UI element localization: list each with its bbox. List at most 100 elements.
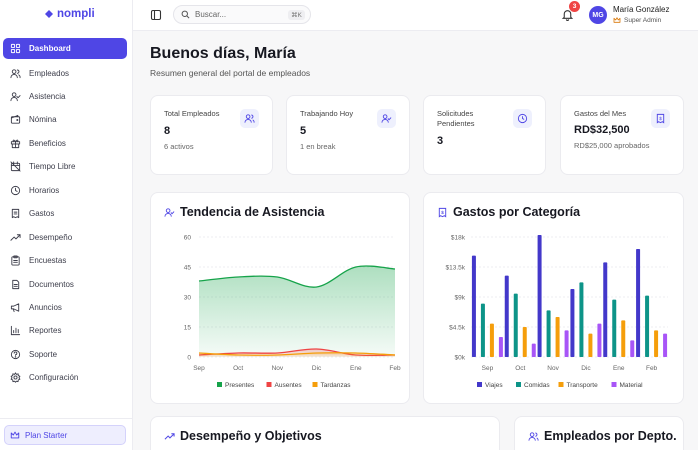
stat-card-pending-requests[interactable]: Solicitudes Pendientes 3 xyxy=(423,95,546,175)
sidebar-item-gastos[interactable]: Gastos xyxy=(3,202,127,225)
department-card: Empleados por Depto. xyxy=(514,416,684,450)
stat-card-total-employees[interactable]: Total Empleados 8 6 activos xyxy=(150,95,273,175)
plan-label: Plan Starter xyxy=(25,430,68,440)
page-title: Buenos días, María xyxy=(150,45,296,62)
sidebar-divider xyxy=(0,418,133,419)
logo-icon xyxy=(45,10,53,18)
trending-up-icon xyxy=(164,432,175,440)
sidebar-item-anuncios[interactable]: Anuncios xyxy=(3,296,127,319)
notification-badge: 3 xyxy=(569,1,580,12)
bar-transporte xyxy=(588,333,593,357)
plan-starter-button[interactable]: Plan Starter xyxy=(4,425,126,445)
sidebar-item-label: Gastos xyxy=(29,209,55,219)
clipboard-icon xyxy=(11,255,20,266)
x-tick-label: Sep xyxy=(193,365,205,372)
bar-transporte xyxy=(522,327,527,357)
sidebar-item-label: Dashboard xyxy=(29,44,71,53)
sidebar-item-label: Soporte xyxy=(29,349,58,359)
legend-swatch xyxy=(611,382,617,387)
search-input[interactable] xyxy=(195,10,283,19)
stat-value: 5 xyxy=(300,125,307,137)
crown-icon xyxy=(613,17,621,23)
x-tick-label: Oct xyxy=(233,365,243,372)
gear-icon xyxy=(10,372,21,384)
bar-transporte xyxy=(489,323,494,357)
sidebar-item-configuracion[interactable]: Configuración xyxy=(3,366,127,389)
x-tick-label: Feb xyxy=(389,365,401,372)
stat-sub: RD$25,000 aprobados xyxy=(574,141,650,150)
user-name[interactable]: María González xyxy=(613,5,670,14)
performance-card-title: Desempeño y Objetivos xyxy=(164,429,322,443)
attendance-chart-card: Tendencia de Asistencia 0 15 30 45 60 Sep Oct N… xyxy=(150,192,410,404)
sidebar-item-dashboard[interactable]: Dashboard xyxy=(3,38,127,59)
legend-swatch xyxy=(266,382,272,387)
sidebar-item-label: Empleados xyxy=(29,68,70,78)
expenses-title-text: Gastos por Categoría xyxy=(453,205,581,219)
sidebar-item-soporte[interactable]: Soporte xyxy=(3,343,127,366)
search-shortcut: ⌘K xyxy=(288,9,305,20)
expenses-chart-card: $ Gastos por Categoría $0k $4.5k $9k $13.5k… xyxy=(423,192,684,404)
app-logo[interactable]: nompli xyxy=(44,8,95,20)
sidebar-item-empleados[interactable]: Empleados xyxy=(3,61,127,84)
stat-card-monthly-expenses[interactable]: Gastos del Mes RD$32,500 RD$25,000 aprob… xyxy=(560,95,684,175)
search-icon xyxy=(181,10,190,19)
bar-transporte xyxy=(555,317,560,357)
bar-material xyxy=(498,337,503,357)
sidebar-item-label: Nómina xyxy=(29,115,57,125)
bar-viajes xyxy=(537,235,542,357)
stat-card-working-today[interactable]: Trabajando Hoy 5 1 en break xyxy=(286,95,410,175)
department-title-text: Empleados por Depto. xyxy=(544,429,677,443)
sidebar-item-encuestas[interactable]: Encuestas xyxy=(3,249,127,272)
avatar[interactable]: MG xyxy=(589,6,607,24)
sidebar-toggle-icon[interactable] xyxy=(150,9,162,21)
file-icon xyxy=(12,279,20,289)
legend-label: Presentes xyxy=(225,382,255,389)
sidebar-item-asistencia[interactable]: Asistencia xyxy=(3,85,127,108)
bar-material xyxy=(663,333,668,357)
users-icon xyxy=(10,68,21,78)
bar-comidas xyxy=(513,293,518,357)
sidebar-item-documentos[interactable]: Documentos xyxy=(3,272,127,295)
bar-comidas xyxy=(546,310,551,357)
crown-icon xyxy=(10,431,20,439)
stat-label: Trabajando Hoy xyxy=(300,109,354,118)
sidebar-item-label: Configuración xyxy=(29,373,79,383)
topbar: ⌘K 3 MG María González Super Admin xyxy=(133,0,698,31)
department-card-title: Empleados por Depto. xyxy=(528,429,677,443)
sidebar-item-reportes[interactable]: Reportes xyxy=(3,319,127,342)
sidebar-item-desempeno[interactable]: Desempeño xyxy=(3,225,127,248)
area-presentes xyxy=(199,265,395,357)
bell-icon[interactable] xyxy=(561,8,574,21)
x-tick-label: Nov xyxy=(272,365,284,372)
page-subtitle: Resumen general del portal de empleados xyxy=(150,68,311,78)
y-tick-label: $13.5k xyxy=(445,265,465,272)
stat-label: Total Empleados xyxy=(164,109,220,118)
sidebar-item-horarios[interactable]: Horarios xyxy=(3,179,127,202)
line-presentes xyxy=(198,265,396,288)
expenses-chart: $0k $4.5k $9k $13.5k $18k Sep Oct Nov Dic Ene Feb V… xyxy=(445,235,668,389)
logo-text: nompli xyxy=(57,8,95,20)
sidebar-item-tiempo-libre[interactable]: Tiempo Libre xyxy=(3,155,127,178)
area-tardanzas xyxy=(199,352,395,357)
help-icon xyxy=(10,349,21,359)
bar-viajes xyxy=(570,289,575,357)
x-tick-label: Dic xyxy=(312,365,322,372)
stat-icon-box xyxy=(377,109,396,128)
line-tardanzas xyxy=(198,352,396,356)
sidebar-item-nomina[interactable]: Nómina xyxy=(3,108,127,131)
legend-swatch xyxy=(558,382,564,387)
stat-sub: 1 en break xyxy=(300,142,336,151)
attendance-title-text: Tendencia de Asistencia xyxy=(180,205,325,219)
search-box[interactable]: ⌘K xyxy=(173,5,311,24)
megaphone-icon xyxy=(10,303,20,313)
user-role-label: Super Admin xyxy=(624,16,662,24)
bar-material xyxy=(564,330,569,357)
wallet-icon xyxy=(10,115,21,125)
sidebar-item-beneficios[interactable]: Beneficios xyxy=(3,132,127,155)
bar-comidas xyxy=(579,282,584,357)
bar-chart-icon xyxy=(10,326,21,336)
legend-label: Transporte xyxy=(567,382,599,389)
bar-material xyxy=(630,340,635,357)
stat-value: 3 xyxy=(437,135,444,147)
legend-label: Ausentes xyxy=(275,382,303,389)
